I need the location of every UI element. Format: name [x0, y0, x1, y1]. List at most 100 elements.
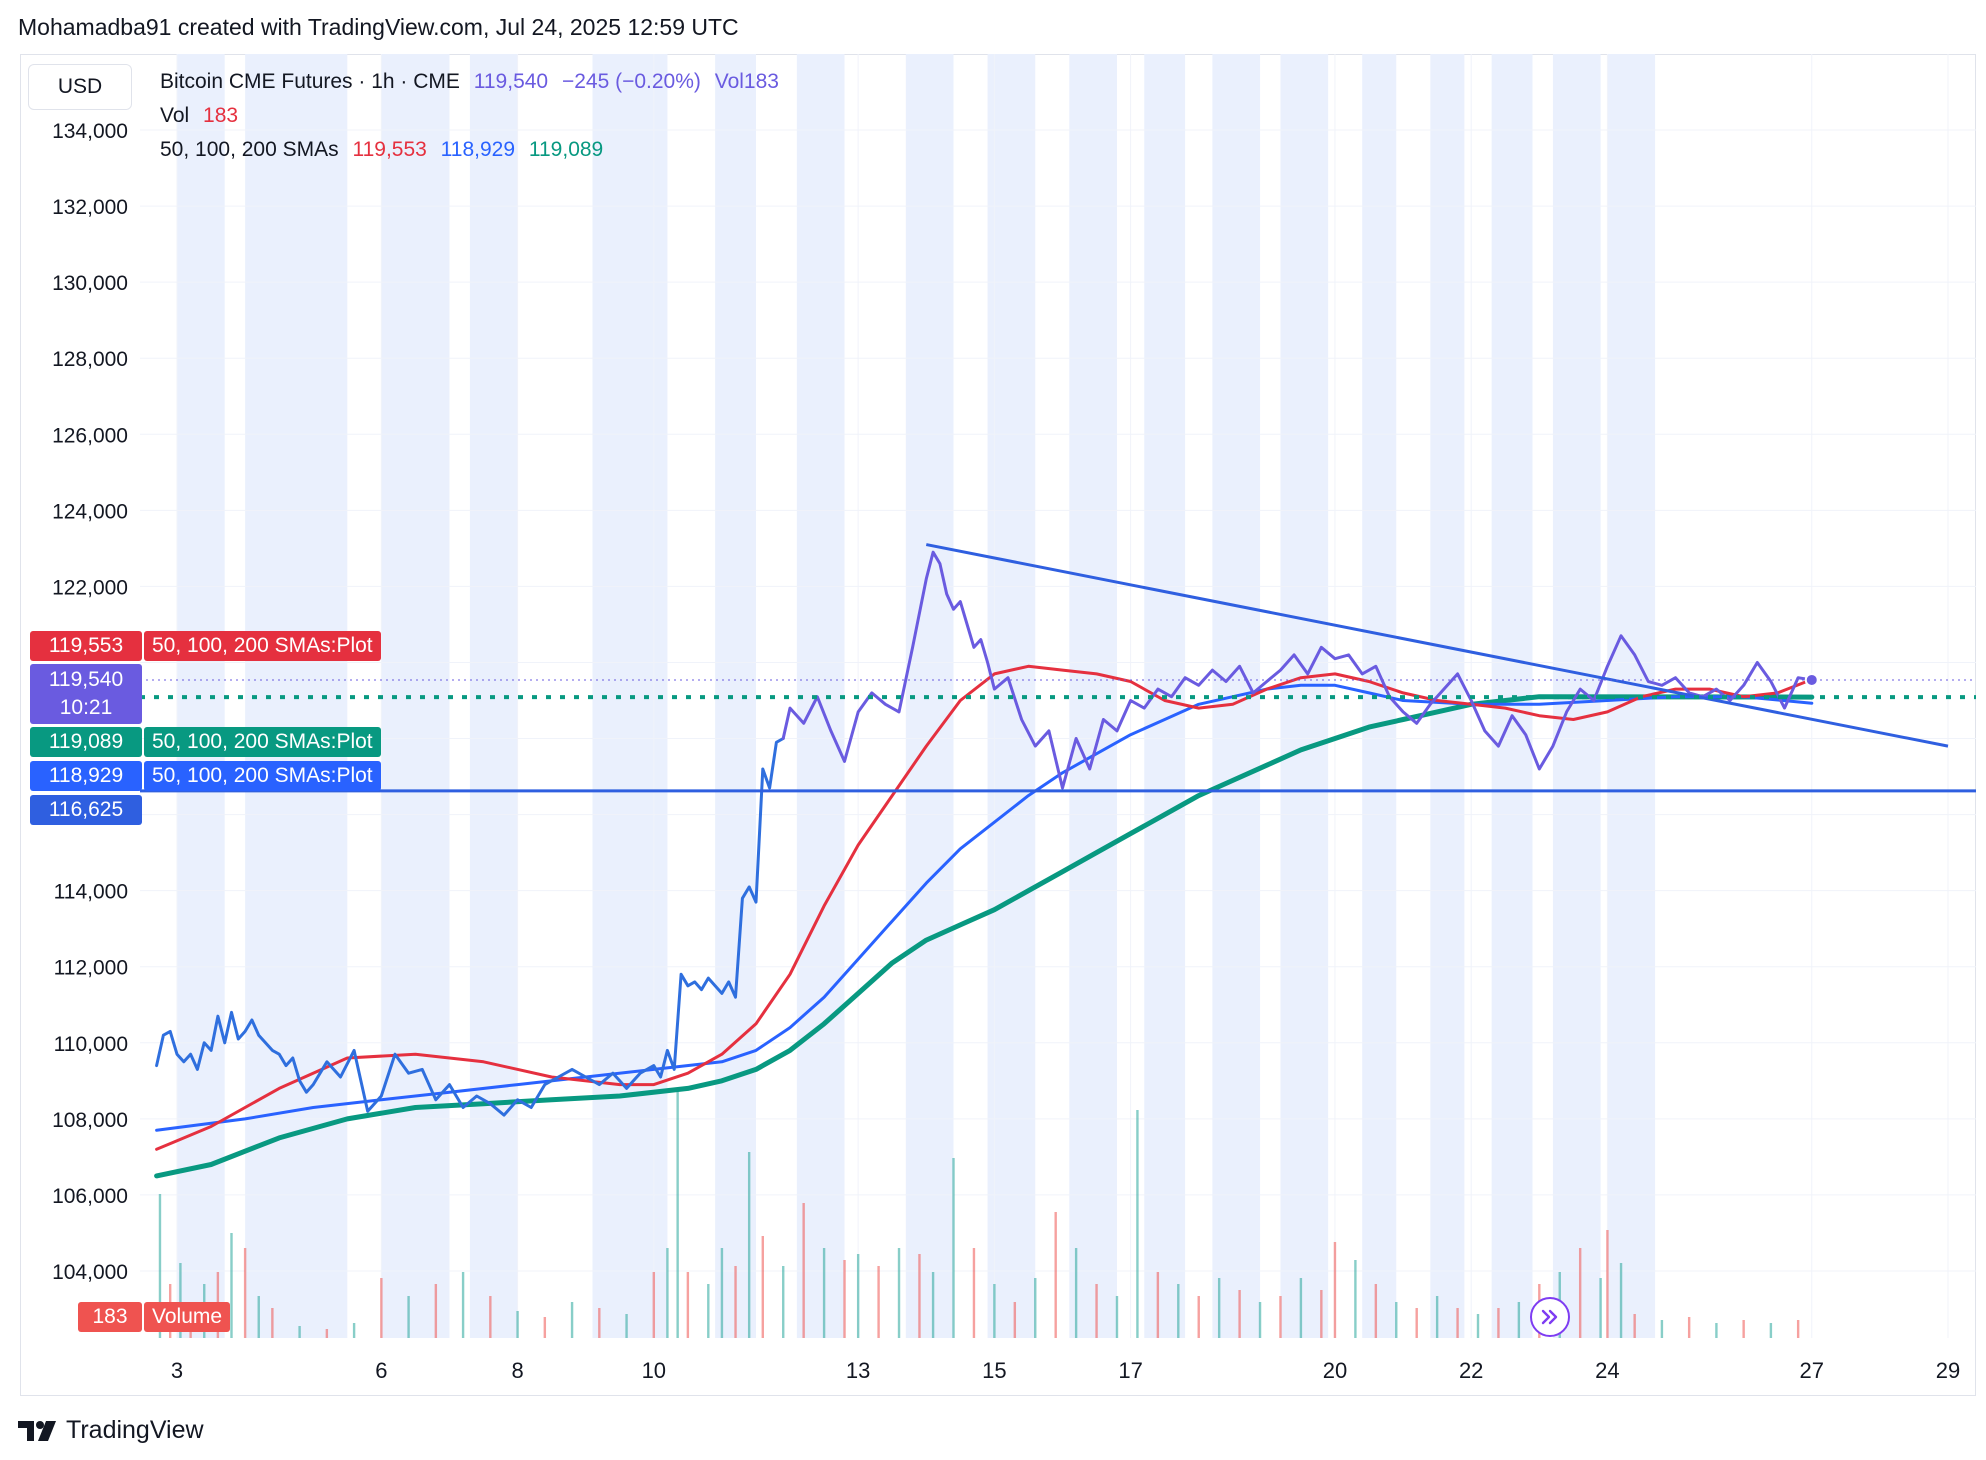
volume-bar: [707, 1284, 710, 1338]
volume-bar: [271, 1308, 274, 1338]
volume-bar: [158, 1194, 162, 1338]
volume-bar: [1156, 1272, 1160, 1338]
volume-bar: [993, 1284, 996, 1338]
y-tick-label: 112,000: [54, 957, 128, 980]
volume-bar: [1034, 1278, 1037, 1338]
series-lines: [154, 550, 1815, 1179]
grid-lines: [140, 54, 1976, 1338]
double-chevron-right-icon: [1541, 1309, 1558, 1325]
volume-bar: [1769, 1323, 1773, 1338]
y-tick-label: 104,000: [52, 1261, 128, 1284]
sma50-line: [155, 664, 1814, 1151]
volume-bar: [1517, 1302, 1521, 1338]
volume-bar: [1115, 1296, 1119, 1338]
volume-value-tag: 183: [78, 1302, 142, 1332]
volume-bar: [720, 1248, 724, 1338]
x-tick-label: 15: [982, 1358, 1006, 1383]
legend-sma-label: 50, 100, 200 SMAs: [160, 138, 339, 161]
legend-row-symbol[interactable]: Bitcoin CME Futures · 1h · CME 119,540 −…: [160, 70, 787, 94]
volume-bar: [1660, 1320, 1664, 1338]
x-tick-label: 17: [1118, 1358, 1142, 1383]
volume-bar: [1074, 1248, 1078, 1338]
volume-bar: [352, 1323, 356, 1338]
session-bands: [177, 54, 1656, 1338]
y-tick-label: 106,000: [52, 1185, 128, 1208]
volume-bar: [1687, 1317, 1691, 1338]
volume-bar: [918, 1254, 921, 1338]
legend-sma100: 118,929: [440, 138, 516, 161]
volume-bar: [1374, 1284, 1378, 1338]
volume-bar: [802, 1203, 805, 1338]
x-tick-label: 22: [1459, 1358, 1483, 1383]
volume-bar: [1197, 1296, 1200, 1338]
volume-bar: [243, 1248, 247, 1338]
volume-bar: [461, 1272, 465, 1338]
tradingview-logo[interactable]: TradingView: [18, 1416, 204, 1445]
last-price-value: 119,540: [48, 668, 124, 691]
y-tick-label: 124,000: [52, 500, 128, 523]
volume-bar: [1715, 1323, 1718, 1338]
volume-bar: [856, 1254, 860, 1338]
session-band: [715, 54, 756, 1338]
horizontal-line-price-tag: 116,625: [30, 795, 142, 825]
volume-bar: [676, 1092, 679, 1338]
volume-bar: [1217, 1278, 1221, 1338]
y-tick-label: 114,000: [54, 881, 128, 904]
legend-row-volume[interactable]: Vol 183: [160, 104, 246, 128]
volume-bar: [1136, 1110, 1139, 1338]
volume-bar: [325, 1329, 329, 1338]
volume-bar: [666, 1248, 669, 1338]
volume-bar: [257, 1296, 260, 1338]
last-price-tag: 119,540 10:21: [30, 664, 142, 724]
volume-bar: [407, 1296, 410, 1338]
volume-bar: [1279, 1296, 1282, 1338]
legend-volume-value: 183: [203, 104, 239, 127]
volume-bar: [877, 1266, 880, 1338]
sma50-price-tag: 119,553: [30, 631, 142, 661]
volume-bar: [380, 1278, 383, 1338]
y-tick-label: 108,000: [52, 1109, 128, 1132]
volume-bar: [1013, 1302, 1017, 1338]
scroll-to-realtime-button[interactable]: [1530, 1297, 1570, 1337]
trendline: [925, 543, 1949, 748]
x-tick-label: 20: [1323, 1358, 1347, 1383]
y-tick-label: 132,000: [52, 196, 128, 219]
volume-bar: [761, 1236, 764, 1338]
volume-bar: [1742, 1320, 1745, 1338]
chart-credit: Mohamadba91 created with TradingView.com…: [18, 14, 739, 40]
volume-bar: [1619, 1263, 1623, 1338]
volume-bar: [434, 1284, 438, 1338]
price-line: [781, 550, 1814, 790]
sma50-plot-label: 50, 100, 200 SMAs:Plot: [144, 631, 381, 661]
volume-bar: [1476, 1314, 1480, 1338]
sma200-price-tag: 119,089: [30, 727, 142, 757]
legend-row-sma[interactable]: 50, 100, 200 SMAs 119,553 118,929 119,08…: [160, 138, 611, 162]
volume-bar: [489, 1296, 492, 1338]
x-tick-label: 8: [511, 1358, 523, 1383]
session-band: [381, 54, 450, 1338]
sma200-plot-label: 50, 100, 200 SMAs:Plot: [144, 727, 381, 757]
volume-bar: [1177, 1284, 1180, 1338]
volume-bar: [1415, 1308, 1418, 1338]
y-tick-label: 130,000: [52, 272, 128, 295]
volume-bar: [1054, 1212, 1057, 1338]
volume-bar: [843, 1260, 846, 1338]
legend-volume-label: Vol: [160, 104, 190, 127]
volume-bar: [1320, 1290, 1323, 1338]
y-tick-label: 126,000: [52, 424, 128, 447]
volume-bar: [543, 1317, 547, 1338]
legend-volume-inline: Vol183: [714, 70, 779, 93]
volume-bar: [298, 1326, 301, 1338]
bar-countdown: 10:21: [59, 696, 113, 719]
volume-bar: [1606, 1230, 1609, 1338]
volume-bar: [1578, 1248, 1582, 1338]
volume-bar: [1796, 1320, 1800, 1338]
volume-bar: [1497, 1308, 1500, 1338]
x-tick-label: 13: [846, 1358, 870, 1383]
session-band: [796, 54, 845, 1338]
currency-button[interactable]: USD: [28, 64, 132, 110]
volume-bar: [931, 1272, 935, 1338]
volume-bar: [822, 1248, 826, 1338]
volume-bar: [1456, 1308, 1459, 1338]
